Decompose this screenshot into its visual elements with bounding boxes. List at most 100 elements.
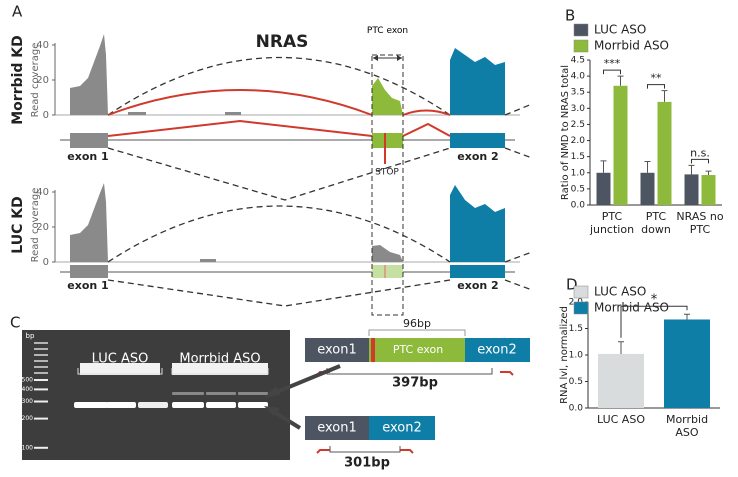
ladder-unit: bp (26, 332, 35, 340)
error-bar (600, 160, 607, 173)
group-label: Morrbid ASO (179, 352, 260, 367)
y-tick-label: 1.5 (569, 324, 583, 334)
ladder-label: 300 (22, 398, 34, 405)
error-bar (688, 164, 695, 175)
panel-label: C (10, 314, 20, 332)
legend-swatch (573, 23, 589, 37)
error-bar (684, 313, 690, 320)
panel-label: A (12, 3, 23, 21)
gene-title: NRAS (256, 32, 309, 52)
ladder-label: 100 (22, 444, 34, 451)
exon-box-label: exon1 (317, 421, 357, 436)
y-tick-label: 1.0 (571, 168, 586, 178)
y-tick-label: 0.0 (569, 404, 584, 414)
ladder-label: 200 (22, 415, 34, 422)
y-tick-label: 1.0 (569, 351, 584, 361)
y-tick-label: 40 (36, 187, 49, 198)
axis-label: Read coverage (30, 188, 41, 263)
coverage-luc (55, 183, 533, 263)
axis-label: RNA lvl, normalized (559, 306, 570, 404)
error-bar (661, 90, 668, 102)
y-tick-label: 2.5 (571, 120, 585, 130)
legend-label: LUC ASO (594, 285, 646, 299)
significance-label: ** (651, 72, 663, 85)
ladder-label: 400 (22, 386, 34, 393)
legend-swatch (573, 39, 589, 53)
significance-bracket (691, 158, 709, 164)
x-tick-label: PTC down (641, 210, 671, 236)
gel-bands (74, 392, 268, 408)
x-tick-label: LUC ASO (597, 413, 645, 426)
y-tick-label: 2.0 (571, 136, 586, 146)
y-tick-label: 4.5 (571, 56, 585, 66)
x-tick-label: Morrbid ASO (665, 413, 709, 439)
exon-box-label: PTC exon (393, 343, 443, 356)
y-tick-label: 1.5 (571, 152, 585, 162)
error-bar (644, 161, 651, 173)
ladder-top (34, 342, 48, 374)
significance-bracket (647, 84, 665, 89)
bar (613, 85, 628, 205)
axis-label: Ratio of NMD to NRAS total (560, 65, 571, 200)
group-label: LUC ASO (92, 352, 149, 367)
bar (596, 172, 611, 205)
error-bar (617, 75, 624, 86)
stop-label: STOP (375, 168, 399, 178)
bar (598, 353, 644, 408)
y-tick-label: 40 (36, 40, 49, 51)
exon-box-label: exon1 (317, 343, 357, 358)
gene-model-morrbid (60, 119, 533, 201)
x-tick-label: PTC junction (589, 210, 635, 236)
significance-bracket (603, 69, 621, 75)
legend-label: LUC ASO (594, 23, 646, 37)
legend-label: Morrbid ASO (594, 39, 669, 53)
exon-label: exon 1 (67, 150, 108, 163)
short-product (305, 416, 435, 454)
panel-label: B (565, 7, 575, 25)
y-tick-label: 4.0 (571, 72, 586, 82)
bar (664, 319, 710, 408)
arrows (264, 364, 341, 430)
legend-label: Morrbid ASO (594, 301, 669, 315)
exon-label: exon 1 (67, 279, 108, 292)
y-tick-label: 0 (43, 257, 49, 268)
legend-swatch (573, 285, 589, 299)
bar (640, 172, 655, 205)
y-tick-label: 3.5 (571, 88, 585, 98)
long-product (305, 329, 530, 376)
exon-label: exon 2 (457, 150, 498, 163)
panel-label: D (566, 276, 578, 294)
ladder-label: 500 (22, 377, 34, 384)
y-tick-label: 3.0 (571, 104, 586, 114)
coverage-morrbid (55, 34, 533, 116)
significance-label: * (651, 293, 658, 308)
significance-label: n.s. (690, 146, 710, 159)
gel-label-bg (172, 363, 268, 375)
error-bar (705, 170, 712, 176)
ptc-box (371, 54, 404, 316)
y-tick-label: 20 (36, 75, 49, 86)
group-brackets (77, 368, 269, 375)
exon-label: exon 2 (457, 279, 498, 292)
length-label: 397bp (392, 376, 438, 391)
row-label: Morrbid KD (10, 35, 26, 125)
length-label: 301bp (344, 456, 390, 471)
gene-model-luc (60, 265, 533, 307)
significance-label: *** (604, 57, 621, 70)
row-label: LUC KD (10, 196, 26, 253)
error-bar (618, 341, 624, 354)
significance-bracket (620, 305, 688, 338)
bar (657, 101, 672, 205)
ptc-exon-label: PTC exon (366, 26, 409, 36)
bar (684, 174, 699, 205)
exon-box-label: exon2 (477, 343, 517, 358)
y-tick-label: 0 (43, 110, 49, 121)
y-tick-label: 0.5 (571, 184, 585, 194)
axis-label: Read coverage (30, 43, 41, 118)
gel-label-bg (80, 363, 160, 375)
length-label: 96bp (403, 317, 431, 330)
y-tick-label: 0.5 (569, 377, 583, 387)
x-tick-label: NRAS no PTC (676, 210, 724, 236)
y-tick-label: 20 (36, 222, 49, 233)
